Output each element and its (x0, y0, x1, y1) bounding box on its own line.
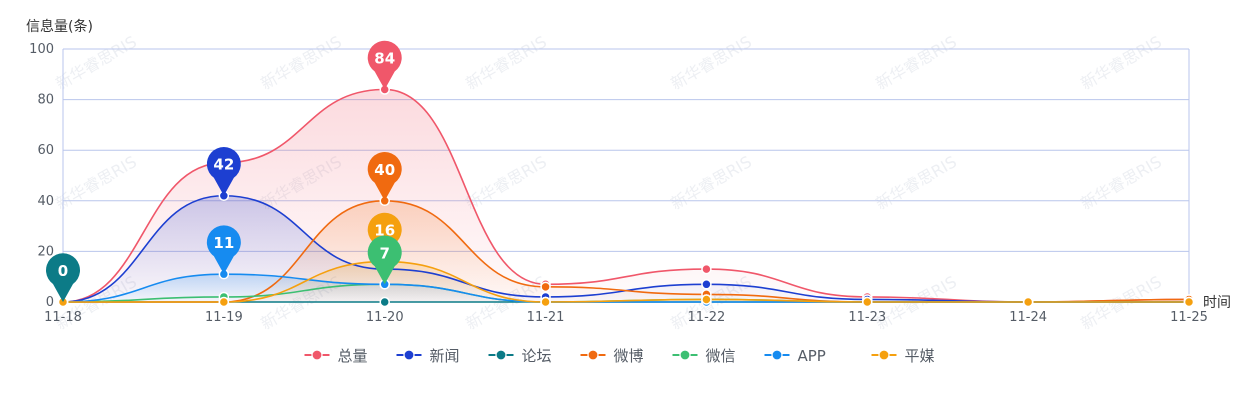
pin-marker (367, 235, 402, 285)
pin-marker (45, 253, 80, 302)
pin-marker (206, 146, 241, 196)
y-tick-label: 80 (37, 93, 54, 108)
x-tick-label: 11-25 (1170, 310, 1208, 325)
legend-label: 总量 (338, 347, 368, 365)
pin-value-label: 16 (374, 222, 395, 240)
pin-总量-11-20[interactable]: 84 (367, 40, 402, 90)
point-论坛-11-20[interactable] (379, 296, 390, 308)
watermark-5: 新华睿思RIS (1078, 32, 1165, 93)
pin-marker (206, 225, 241, 275)
y-tick-label: 20 (37, 244, 54, 259)
legend-label: 平媒 (905, 347, 935, 365)
point-平媒-11-23[interactable] (862, 296, 873, 308)
pin-value-label: 11 (213, 234, 234, 252)
legend-item-平媒[interactable]: 平媒 (871, 347, 935, 365)
series-points (57, 84, 1195, 308)
watermark-3: 新华睿思RIS (668, 32, 755, 93)
x-tick-label: 11-18 (44, 310, 82, 325)
legend: 总量 新闻 论坛 微博 微信 APP 平媒 (304, 347, 935, 365)
point-平媒-11-22[interactable] (701, 294, 712, 305)
y-axis-ticks: 0 20 40 60 80 100 (29, 42, 54, 310)
y-tick-label: 100 (29, 42, 54, 57)
legend-item-新闻[interactable]: 新闻 (396, 347, 460, 365)
x-tick-label: 11-19 (205, 310, 243, 325)
pin-微信-11-20[interactable]: 7 (367, 235, 402, 285)
legend-marker (771, 349, 783, 361)
value-pins: 0 42 11 84 40 16 7 (45, 40, 402, 302)
watermark-9: 新华睿思RIS (668, 152, 755, 213)
legend-item-微信[interactable]: 微信 (672, 347, 736, 365)
watermark-0: 新华睿思RIS (53, 32, 140, 93)
pin-论坛-11-18[interactable]: 0 (45, 253, 80, 302)
line-平媒 (63, 260, 1189, 303)
watermark-4: 新华睿思RIS (873, 32, 960, 93)
pin-value-label: 0 (58, 262, 68, 280)
y-tick-label: 40 (37, 194, 54, 209)
legend-marker (403, 349, 415, 361)
pin-APP-11-19[interactable]: 11 (206, 225, 241, 275)
y-tick-label: 0 (46, 295, 54, 310)
legend-label: 微博 (614, 347, 644, 365)
point-平媒-11-21[interactable] (540, 296, 551, 308)
x-axis-ticks: 11-18 11-19 11-20 11-21 11-22 11-23 11-24 11-25 (44, 310, 1208, 325)
watermark-8: 新华睿思RIS (463, 152, 550, 213)
x-tick-label: 11-24 (1009, 310, 1047, 325)
x-tick-label: 11-21 (527, 310, 565, 325)
watermark-1: 新华睿思RIS (258, 32, 345, 93)
x-tick-label: 11-20 (366, 310, 404, 325)
point-微博-11-21[interactable] (540, 281, 551, 293)
watermark-6: 新华睿思RIS (53, 152, 140, 213)
x-tick-label: 11-22 (688, 310, 726, 325)
point-总量-11-22[interactable] (701, 263, 712, 275)
legend-item-总量[interactable]: 总量 (304, 347, 368, 365)
area-平媒 (63, 261, 1189, 302)
pin-value-label: 7 (379, 244, 389, 262)
pin-value-label: 84 (374, 49, 395, 67)
legend-item-论坛[interactable]: 论坛 (488, 347, 552, 365)
pin-新闻-11-19[interactable]: 42 (206, 146, 241, 196)
legend-marker (679, 349, 691, 361)
pin-value-label: 42 (213, 156, 234, 174)
legend-label: 论坛 (522, 347, 552, 365)
watermark-11: 新华睿思RIS (1078, 152, 1165, 213)
pin-value-label: 40 (374, 161, 395, 179)
legend-marker (878, 349, 890, 361)
x-axis-label: 时间 (1203, 295, 1231, 311)
legend-label: 微信 (706, 347, 736, 365)
point-平媒-11-19[interactable] (218, 296, 230, 308)
legend-label: APP (798, 347, 826, 365)
series-areas (63, 89, 1189, 302)
legend-label: 新闻 (430, 347, 460, 365)
point-平媒-11-25[interactable] (1183, 296, 1195, 308)
pin-微博-11-20[interactable]: 40 (367, 152, 402, 201)
legend-item-微博[interactable]: 微博 (580, 347, 644, 365)
point-平媒-11-24[interactable] (1022, 296, 1034, 308)
point-新闻-11-22[interactable] (701, 279, 712, 290)
watermark-2: 新华睿思RIS (463, 32, 550, 93)
y-tick-label: 60 (37, 143, 54, 158)
y-axis-label: 信息量(条) (26, 18, 93, 35)
legend-marker (311, 349, 323, 361)
legend-marker (587, 349, 599, 361)
legend-marker (495, 349, 507, 361)
legend-item-APP[interactable]: APP (764, 347, 826, 365)
watermark-10: 新华睿思RIS (873, 152, 960, 213)
pin-marker (367, 152, 402, 201)
pin-marker (367, 40, 402, 90)
x-tick-label: 11-23 (848, 310, 886, 325)
